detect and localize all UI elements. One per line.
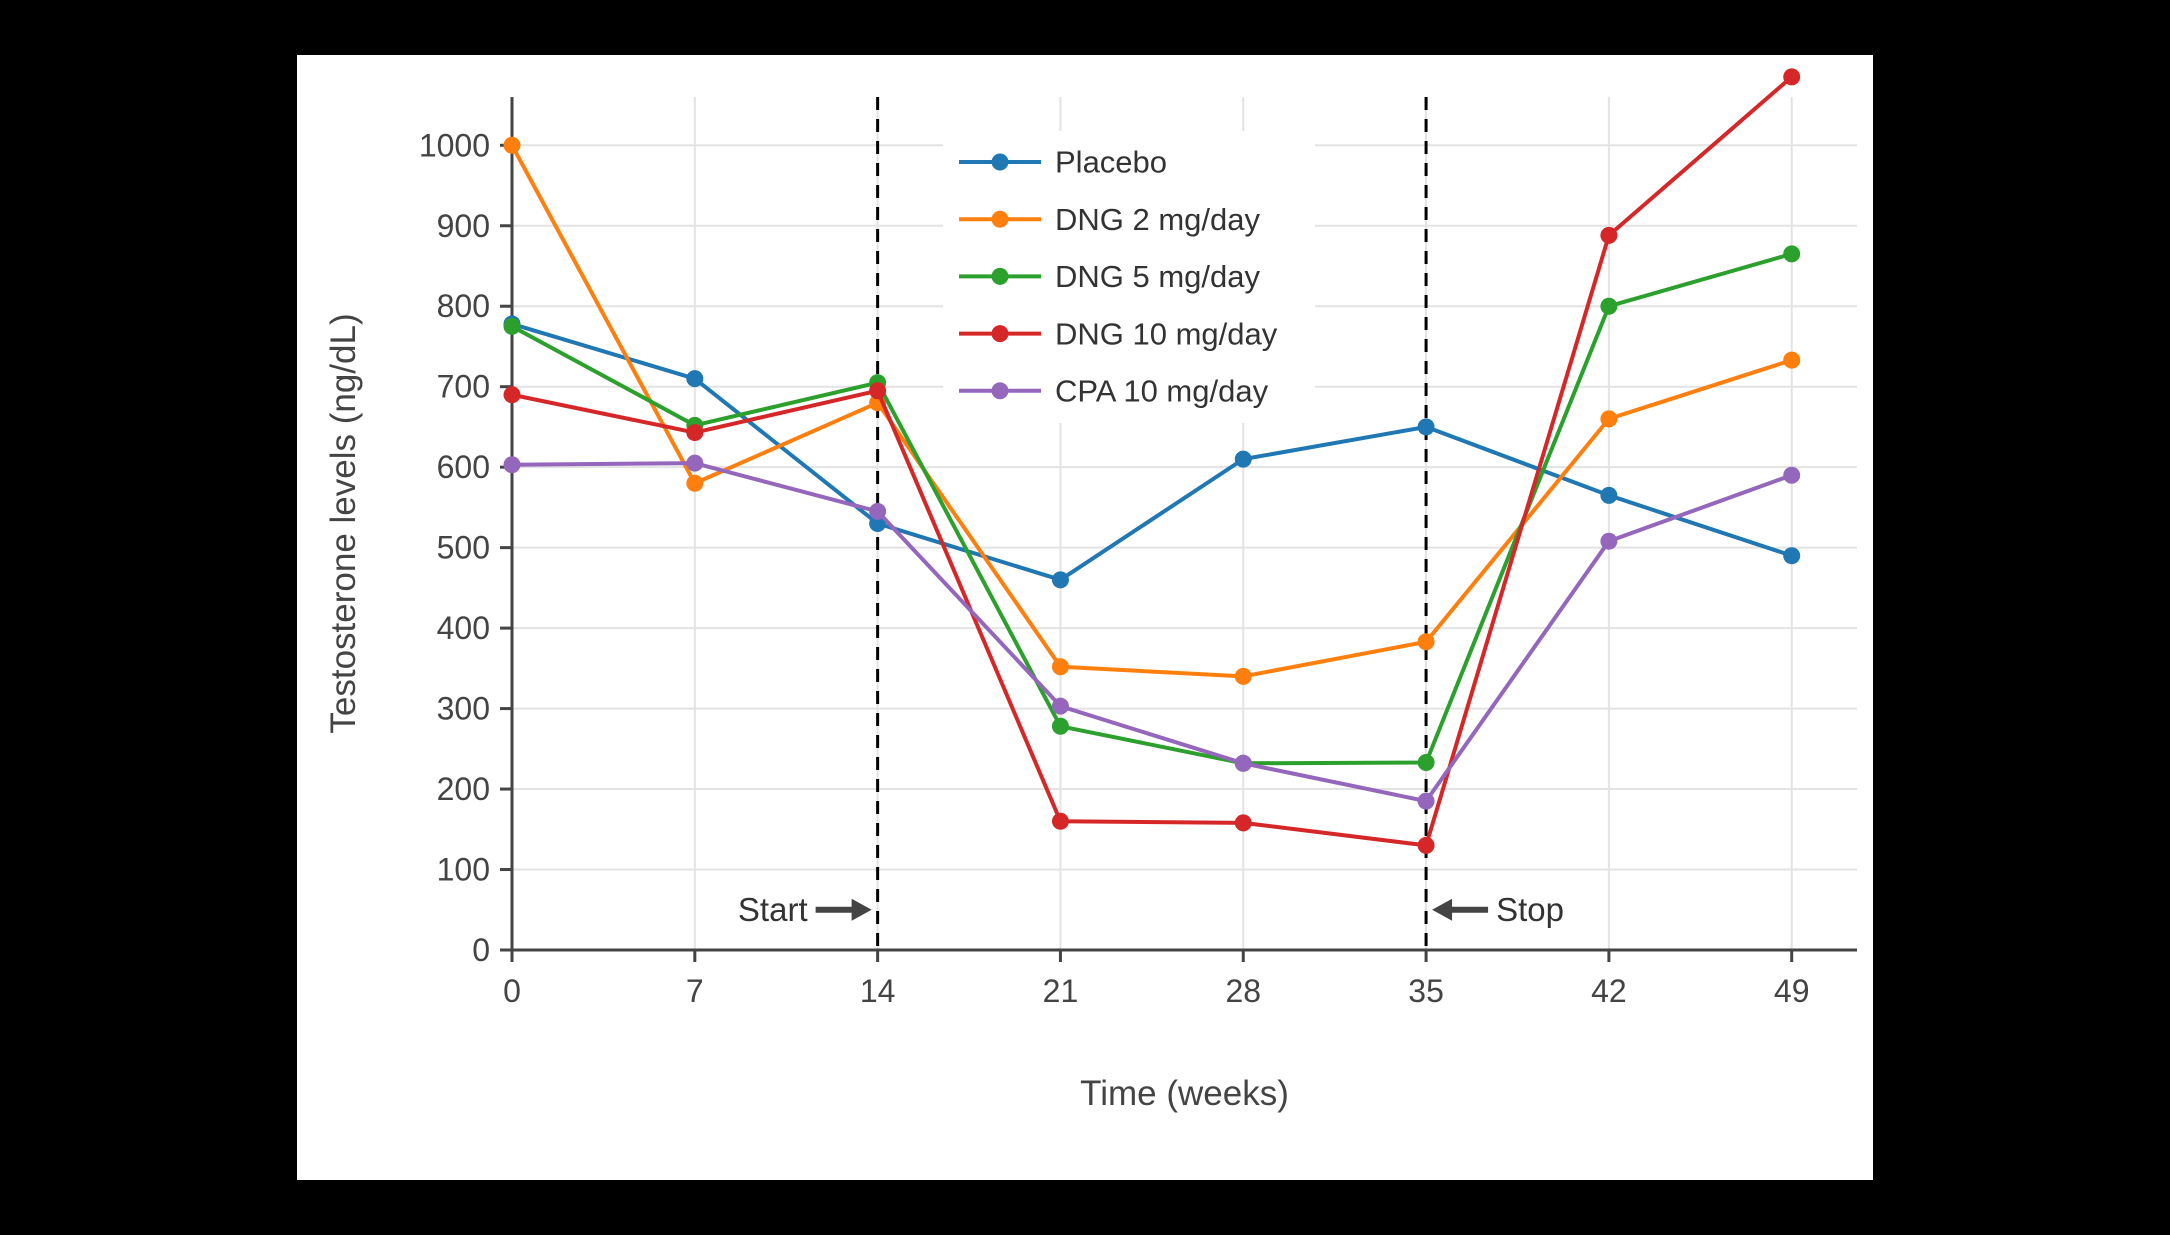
annotation-label: Stop [1496,891,1564,928]
data-point [1051,697,1069,715]
y-tick-label: 600 [437,449,490,485]
data-point [1417,754,1435,772]
chart-card: 0 7 14 21 28 35 42 49 0 100 200 300 400 500 600 700 800 9… [297,55,1873,1180]
data-point [1051,717,1069,735]
legend-item-dng-10-mg-day[interactable]: DNG 10 mg/day [959,316,1278,351]
legend-marker [991,153,1009,171]
x-tick-label: 35 [1408,973,1444,1009]
annotation-start: Start [738,891,872,928]
data-point [1783,68,1801,86]
data-point [1783,245,1801,263]
data-point [1417,418,1435,436]
data-point [503,136,521,154]
y-tick-label: 200 [437,771,490,807]
data-point [1417,836,1435,854]
x-tick-label: 0 [503,973,521,1009]
legend: Placebo DNG 2 mg/day DNG 5 mg/day DNG 10 mg… [943,131,1315,423]
data-point [1051,812,1069,830]
x-axis-title: Time (weeks) [1080,1074,1289,1113]
x-tick-label: 42 [1591,973,1627,1009]
data-point [1600,532,1618,550]
data-point [1417,792,1435,810]
data-point [686,370,704,388]
annotation-label: Start [738,891,808,928]
legend-marker [991,267,1009,285]
series-cpa-10-mg-day [503,454,1801,810]
y-tick-label: 0 [472,932,490,968]
data-point [1234,814,1252,832]
legend-item-cpa-10-mg-day[interactable]: CPA 10 mg/day [959,373,1269,408]
data-point [1783,466,1801,484]
annotation-stop: Stop [1432,891,1564,928]
data-point [503,386,521,404]
data-point [1783,547,1801,565]
legend-label: DNG 10 mg/day [1055,316,1278,351]
data-point [1234,754,1252,772]
data-point [1234,450,1252,468]
data-point [1783,351,1801,369]
x-tick-label: 28 [1225,973,1261,1009]
data-point [503,317,521,335]
y-tick-label: 800 [437,288,490,324]
legend-marker [991,210,1009,228]
data-point [1600,226,1618,244]
data-point [869,502,887,520]
x-tick-label: 14 [860,973,896,1009]
testosterone-line-chart: 0 7 14 21 28 35 42 49 0 100 200 300 400 500 600 700 800 9… [324,68,1857,1113]
data-point [869,382,887,400]
data-point [1417,633,1435,651]
data-point [503,456,521,474]
legend-label: CPA 10 mg/day [1055,373,1269,408]
legend-item-dng-5-mg-day[interactable]: DNG 5 mg/day [959,259,1261,294]
legend-marker [991,325,1009,343]
data-point [686,454,704,472]
data-point [1600,486,1618,504]
y-tick-label: 500 [437,530,490,566]
legend-item-placebo[interactable]: Placebo [959,145,1167,180]
y-tick-label: 700 [437,369,490,405]
tick-labels: 0 7 14 21 28 35 42 49 0 100 200 300 400 500 600 700 800 9… [419,127,1810,1009]
legend-item-dng-2-mg-day[interactable]: DNG 2 mg/day [959,202,1261,237]
data-point [1600,410,1618,428]
y-tick-label: 900 [437,208,490,244]
legend-label: DNG 5 mg/day [1055,259,1261,294]
series-dng-10-mg-day [503,68,1801,854]
y-tick-label: 400 [437,610,490,646]
legend-label: DNG 2 mg/day [1055,202,1261,237]
data-point [1051,658,1069,676]
x-tick-label: 7 [686,973,704,1009]
x-tick-label: 49 [1774,973,1810,1009]
data-point [1234,667,1252,685]
y-tick-label: 1000 [419,127,490,163]
x-tick-label: 21 [1043,973,1079,1009]
data-point [1600,297,1618,315]
y-axis-title: Testosterone levels (ng/dL) [324,313,363,733]
axes [510,97,1857,952]
data-point [686,474,704,492]
y-tick-label: 300 [437,691,490,727]
legend-label: Placebo [1055,145,1167,180]
data-point [1051,571,1069,589]
legend-marker [991,382,1009,400]
data-point [686,424,704,442]
y-tick-label: 100 [437,852,490,888]
data-point [869,515,887,532]
